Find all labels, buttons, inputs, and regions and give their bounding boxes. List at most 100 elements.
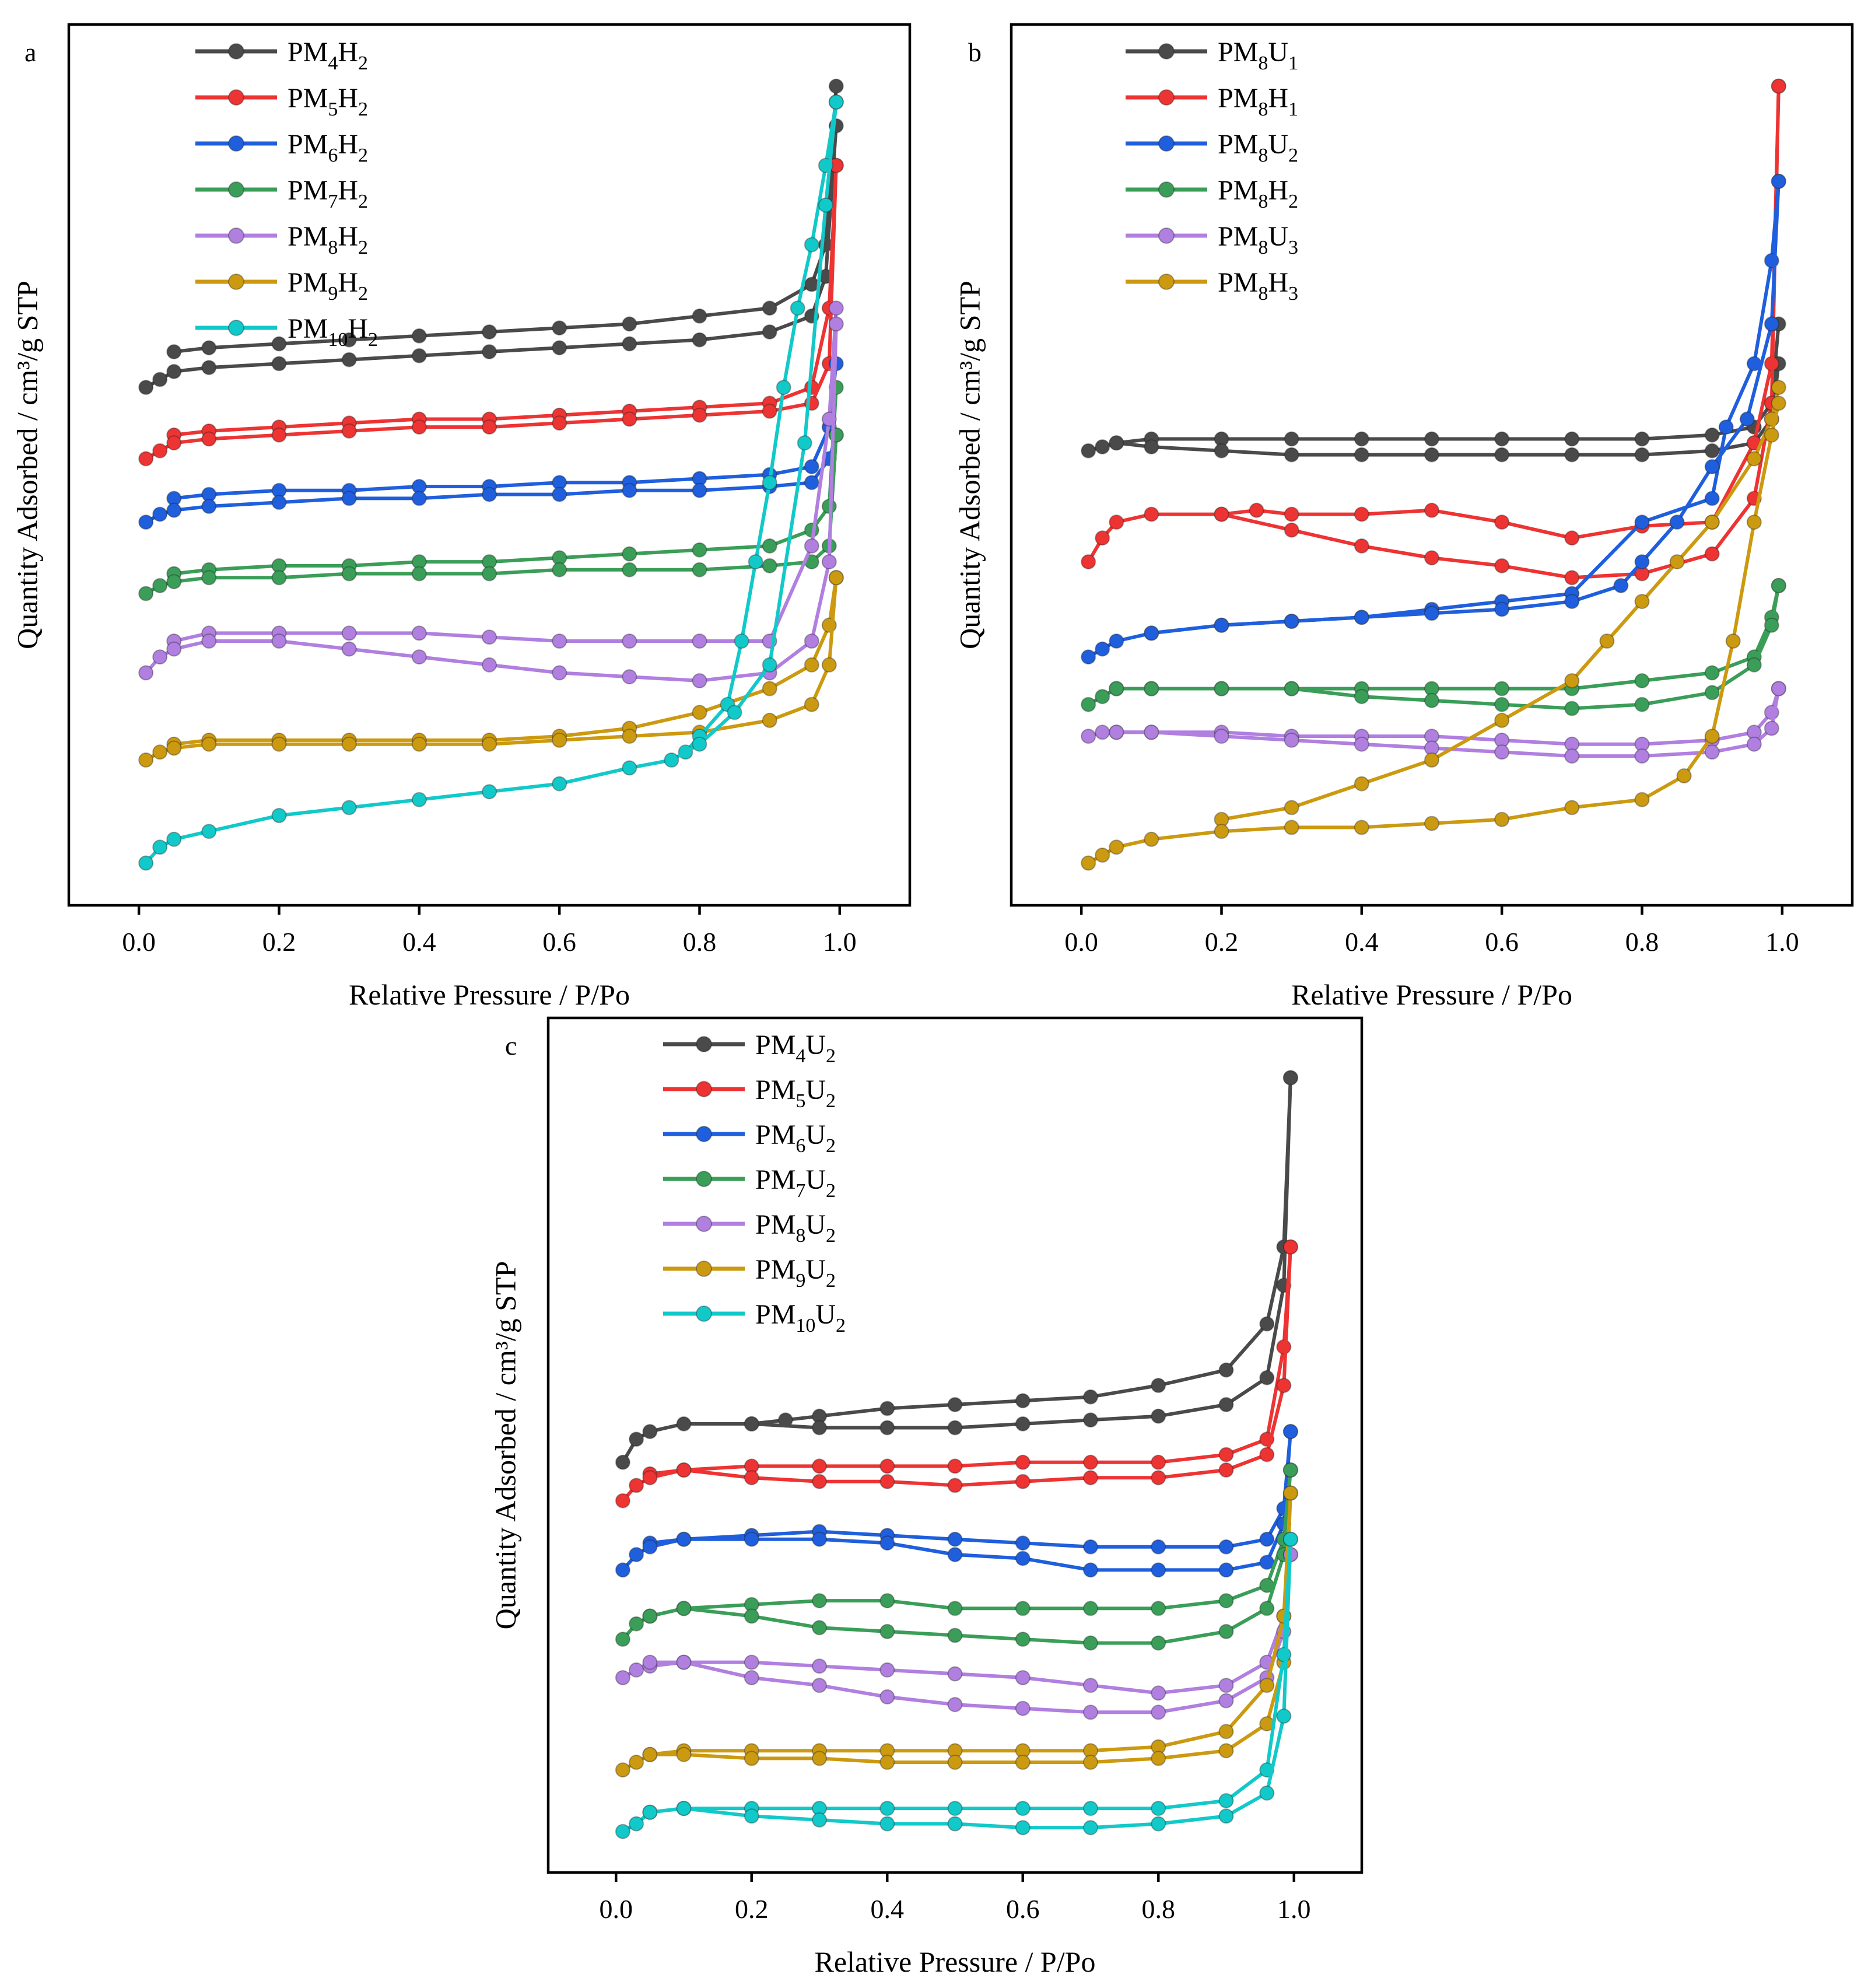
point-PM8H2-adsorption-5 — [341, 641, 357, 657]
point-PM6U2-adsorption-8 — [1015, 1550, 1031, 1566]
series-PM8U2 — [1081, 173, 1786, 665]
point-PM8H2-desorption-7 — [482, 629, 497, 645]
panel-c: 0.0 0.2 0.4 0.6 0.8 1.0 Relative Pressure / P/… — [489, 1016, 1364, 1978]
point-PM10H2-adsorption-7 — [482, 784, 497, 800]
point-PM8U3-adsorption-11 — [1704, 744, 1720, 760]
legend-label-s1: 4 — [328, 52, 338, 74]
point-PM7U2-desorption-8 — [879, 1593, 895, 1609]
point-PM4U2-desorption-5 — [1083, 1389, 1098, 1405]
point-PM8H2-adsorption-8 — [552, 665, 567, 681]
point-PM8H1-adsorption-3 — [1144, 506, 1159, 522]
point-PM4H2-desorption-12 — [166, 344, 182, 359]
point-PM10U2-adsorption-3 — [676, 1801, 692, 1817]
point-PM6U2-adsorption-11 — [1218, 1562, 1234, 1578]
point-PM8H2-desorption-2 — [804, 538, 819, 554]
point-PM8U2-adsorption-5 — [1284, 614, 1299, 629]
legend-label-mid: U — [1268, 129, 1288, 160]
point-PM4H2-desorption-9 — [341, 332, 357, 348]
point-PM8H3-adsorption-11 — [1676, 768, 1692, 783]
x-tick-label: 1.0 — [1277, 1894, 1311, 1924]
legend-label-s1: 8 — [1258, 191, 1268, 212]
point-PM6U2-desorption-4 — [1151, 1539, 1166, 1555]
point-PM5H2-adsorption-6 — [411, 419, 427, 435]
point-PM8H1-desorption-5 — [1564, 530, 1580, 546]
plot-frame — [546, 1016, 1364, 1874]
legend-label-mid: U — [805, 1030, 826, 1060]
point-PM5H2-adsorption-0 — [138, 451, 154, 467]
legend-swatch-marker — [228, 320, 244, 336]
legend-label: PM7H2 — [288, 175, 368, 212]
legend-label-s1: 5 — [795, 1090, 805, 1112]
point-PM10H2-adsorption-13 — [762, 657, 777, 673]
point-PM8U2-desorption-6 — [1015, 1670, 1031, 1685]
point-PM10H2-adsorption-8 — [552, 776, 567, 792]
point-PM8U2-adsorption-9 — [1083, 1704, 1098, 1720]
point-PM10U2-desorption-3 — [1218, 1793, 1234, 1808]
legend-label-s2: 2 — [358, 237, 368, 258]
point-PM8H2-adsorption-2 — [166, 641, 182, 657]
legend-label-s1: 8 — [1258, 283, 1268, 304]
point-PM4H2-adsorption-7 — [482, 344, 497, 359]
legend-label-pre: PM — [288, 221, 328, 252]
point-PM7U2-desorption-6 — [1015, 1601, 1031, 1616]
point-PM10U2-desorption-8 — [879, 1801, 895, 1817]
point-PM8U2-adsorption-15 — [1764, 316, 1779, 332]
point-PM10H2-adsorption-1 — [152, 839, 168, 855]
point-PM6U2-adsorption-14 — [1282, 1424, 1298, 1440]
x-tick-label: 0.2 — [262, 927, 296, 957]
legend-swatch-marker — [696, 1036, 712, 1052]
point-PM9H2-adsorption-8 — [552, 732, 567, 748]
y-axis-title: Quantity Adsorbed / cm³/g STP — [953, 281, 986, 649]
point-PM4H2-adsorption-3 — [201, 360, 217, 376]
legend-label: PM10H2 — [288, 313, 378, 351]
point-PM8H3-desorption-5 — [1634, 594, 1650, 610]
line-PM6H2-adsorption — [145, 434, 838, 524]
legend-item-PM8U1: PM8U1 — [1126, 37, 1298, 74]
point-PM8H2-adsorption-6 — [411, 649, 427, 665]
point-PM8H3-desorption-7 — [1564, 673, 1580, 688]
legend-item-PM8U3: PM8U3 — [1126, 221, 1298, 258]
line-PM8H2-desorption — [1116, 585, 1781, 691]
point-PM8H2-adsorption-3 — [1144, 681, 1159, 696]
legend-label-pre: PM — [755, 1299, 795, 1330]
point-PM8U2-adsorption-16 — [1771, 173, 1786, 189]
legend-label: PM4U2 — [755, 1030, 836, 1067]
series-PM6U2 — [615, 1424, 1298, 1578]
point-PM7H2-adsorption-3 — [201, 570, 217, 586]
point-PM10H2-adsorption-15 — [818, 197, 833, 213]
legend-label: PM8U1 — [1218, 37, 1298, 74]
point-PM8H3-adsorption-14 — [1746, 514, 1762, 530]
point-PM8U1-adsorption-10 — [1634, 447, 1650, 463]
point-PM8U2-adsorption-0 — [1081, 649, 1096, 665]
point-PM10H2-desorption-2 — [804, 237, 819, 253]
point-PM7U2-adsorption-0 — [615, 1632, 630, 1647]
legend-label-mid: U — [805, 1209, 826, 1240]
x-tick-label: 0.6 — [1485, 927, 1519, 957]
point-PM5U2-desorption-9 — [812, 1458, 827, 1474]
series-PM10U2 — [615, 1531, 1298, 1839]
point-PM8U1-desorption-8 — [1354, 431, 1369, 447]
point-PM8H3-adsorption-12 — [1704, 729, 1720, 744]
legend-label-s1: 8 — [328, 237, 338, 258]
legend-swatch-marker — [228, 274, 244, 290]
point-PM9U2-adsorption-2 — [642, 1746, 658, 1762]
legend-label: PM6U2 — [755, 1119, 836, 1157]
point-PM8H1-desorption-8 — [1354, 506, 1369, 522]
legend-label-s1: 8 — [795, 1225, 805, 1247]
legend-label-pre: PM — [755, 1119, 795, 1150]
point-PM8H3-desorption-6 — [1599, 634, 1615, 649]
point-PM8H1-adsorption-14 — [1771, 78, 1786, 94]
point-PM8H2-adsorption-14 — [828, 316, 844, 332]
point-PM8H2-adsorption-7 — [1424, 692, 1439, 708]
point-PM8H2-adsorption-0 — [138, 665, 154, 681]
point-PM5U2-adsorption-3 — [676, 1462, 692, 1478]
legend-label-s2: 2 — [826, 1045, 836, 1067]
series-PM4U2 — [615, 1070, 1298, 1470]
legend-label-mid: U — [805, 1119, 826, 1150]
legend-label-s1: 8 — [1258, 99, 1268, 120]
legend-label-s1: 8 — [1258, 145, 1268, 166]
legend-item-PM7U2: PM7U2 — [663, 1164, 836, 1202]
point-PM7U2-adsorption-2 — [642, 1608, 658, 1624]
